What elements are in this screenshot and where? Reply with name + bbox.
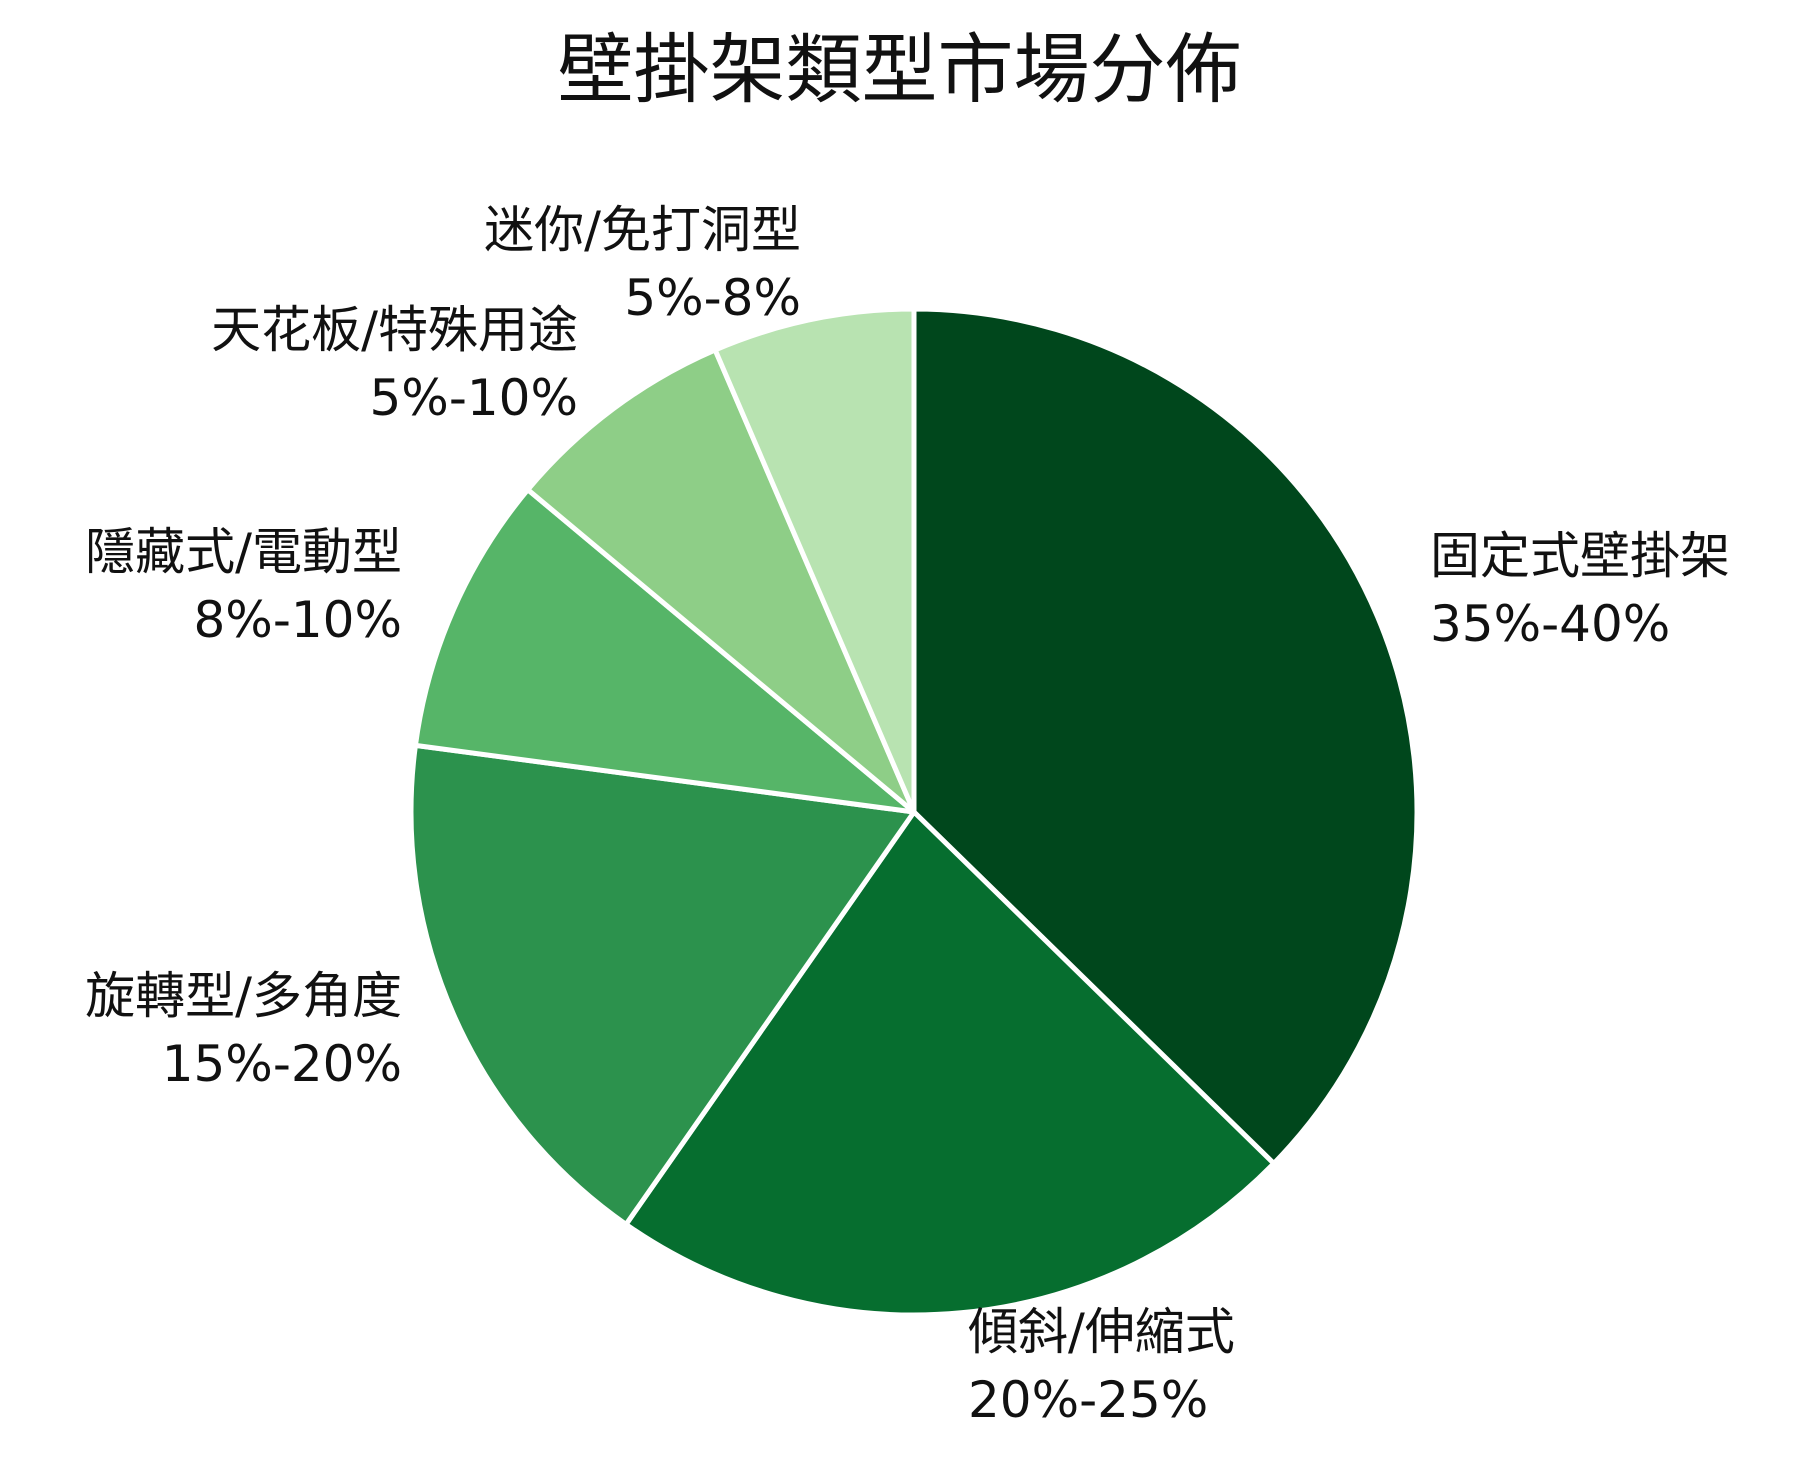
slice-name: 傾斜/伸縮式 [968, 1303, 1235, 1361]
slice-range: 35%-40% [1430, 595, 1671, 653]
slice-label-tilt: 傾斜/伸縮式 20%-25% [968, 1298, 1235, 1434]
slice-label-fixed: 固定式壁掛架 35%-40% [1430, 522, 1730, 658]
pie-slice-3 [412, 487, 917, 815]
pie-slice-5 [712, 306, 917, 815]
slice-label-hidden: 隱藏式/電動型 8%-10% [85, 518, 402, 654]
slice-label-ceiling: 天花板/特殊用途 5%-10% [211, 296, 578, 432]
slice-range: 15%-20% [161, 1035, 402, 1093]
slice-range: 20%-25% [968, 1371, 1209, 1429]
slice-name: 固定式壁掛架 [1430, 527, 1730, 585]
slice-name: 天花板/特殊用途 [211, 301, 578, 359]
pie-slice-2 [408, 742, 917, 1227]
slice-name: 隱藏式/電動型 [85, 523, 402, 581]
slice-label-rotate: 旋轉型/多角度 15%-20% [85, 962, 402, 1098]
pie-slice-0 [911, 306, 1420, 1166]
slice-range: 8%-10% [193, 591, 403, 649]
slice-range: 5%-8% [624, 269, 801, 327]
slice-name: 旋轉型/多角度 [85, 967, 402, 1025]
pie-slice-4 [525, 347, 917, 815]
slice-label-mini: 迷你/免打洞型 5%-8% [484, 196, 801, 332]
slice-range: 5%-10% [369, 369, 579, 427]
slice-name: 迷你/免打洞型 [484, 201, 801, 259]
chart-title: 壁掛架類型市場分佈 [557, 25, 1242, 114]
pie-slice-1 [623, 809, 1277, 1318]
